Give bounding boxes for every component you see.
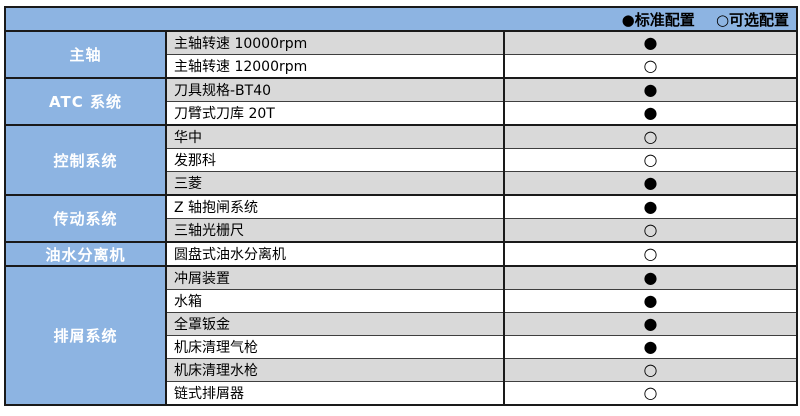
standard-config-marker: ●: [503, 335, 798, 359]
item-name-cell: 链式排屑器: [165, 381, 505, 406]
item-name-cell: 机床清理气枪: [165, 335, 505, 359]
table-row: 油水分离机 圆盘式油水分离机 ○: [4, 241, 798, 267]
optional-config-marker: ○: [503, 381, 798, 406]
table-row: 控制系统 华中 ○: [4, 124, 798, 196]
item-name-cell: 发那科: [165, 148, 505, 172]
item-name-cell: 全罩钣金: [165, 312, 505, 336]
standard-config-marker: ●: [503, 30, 798, 55]
optional-config-marker: ○: [503, 148, 798, 172]
category-cell-chip-removal-system: 排屑系统: [4, 265, 167, 406]
table-row: 排屑系统 冲屑装置 ●: [4, 265, 798, 406]
item-name-cell: 水箱: [165, 289, 505, 313]
standard-config-marker: ●: [503, 289, 798, 313]
config-table: ●标准配置 ○可选配置 主轴 主轴转速 10000rpm ● 主轴转速 1200…: [4, 6, 799, 406]
table-row: 三轴光栅尺 ○: [5, 218, 798, 243]
table-row: 链式排屑器 ○: [5, 381, 798, 406]
item-name-cell: Z 轴抱闸系统: [165, 194, 505, 219]
optional-config-marker: ○: [503, 218, 798, 243]
table-row: 全罩钣金 ●: [5, 312, 798, 336]
item-name-cell: 三菱: [165, 171, 505, 196]
item-name-cell: 刀具规格-BT40: [165, 77, 505, 102]
table-header-row: ●标准配置 ○可选配置: [4, 6, 798, 32]
item-name-cell: 刀臂式刀库 20T: [165, 101, 505, 126]
legend-optional-label: ○可选配置: [715, 10, 790, 29]
standard-config-marker: ●: [503, 101, 798, 126]
item-name-cell: 主轴转速 12000rpm: [165, 54, 505, 79]
standard-config-marker: ●: [503, 194, 798, 219]
item-name-cell: 机床清理水枪: [165, 358, 505, 382]
category-cell-spindle: 主轴: [4, 30, 167, 79]
category-cell-oil-water-separator: 油水分离机: [4, 241, 167, 267]
legend-cell: ●标准配置 ○可选配置: [4, 6, 798, 32]
standard-config-marker: ●: [503, 77, 798, 102]
optional-config-marker: ○: [503, 241, 798, 267]
category-cell-atc-system: ATC 系统: [4, 77, 167, 126]
optional-config-marker: ○: [503, 358, 798, 382]
legend-standard-label: ●标准配置: [621, 10, 695, 29]
table-row: 发那科 ○: [5, 148, 798, 172]
standard-config-marker: ●: [503, 171, 798, 196]
table-row: 传动系统 Z 轴抱闸系统 ●: [4, 194, 798, 243]
item-name-cell: 主轴转速 10000rpm: [165, 30, 505, 55]
table-row: ATC 系统 刀具规格-BT40 ●: [4, 77, 798, 126]
item-name-cell: 圆盘式油水分离机: [165, 241, 505, 267]
table-row: 主轴转速 12000rpm ○: [5, 54, 798, 79]
item-name-cell: 冲屑装置: [165, 265, 505, 290]
standard-config-marker: ●: [503, 265, 798, 290]
table-row: 三菱 ●: [5, 171, 798, 196]
standard-config-marker: ●: [503, 312, 798, 336]
item-name-cell: 华中: [165, 124, 505, 149]
category-cell-control-system: 控制系统: [4, 124, 167, 196]
optional-config-marker: ○: [503, 124, 798, 149]
optional-config-marker: ○: [503, 54, 798, 79]
item-name-cell: 三轴光栅尺: [165, 218, 505, 243]
category-cell-drive-system: 传动系统: [4, 194, 167, 243]
table-row: 主轴 主轴转速 10000rpm ●: [4, 30, 798, 79]
table-row: 刀臂式刀库 20T ●: [5, 101, 798, 126]
table-row: 机床清理水枪 ○: [5, 358, 798, 382]
